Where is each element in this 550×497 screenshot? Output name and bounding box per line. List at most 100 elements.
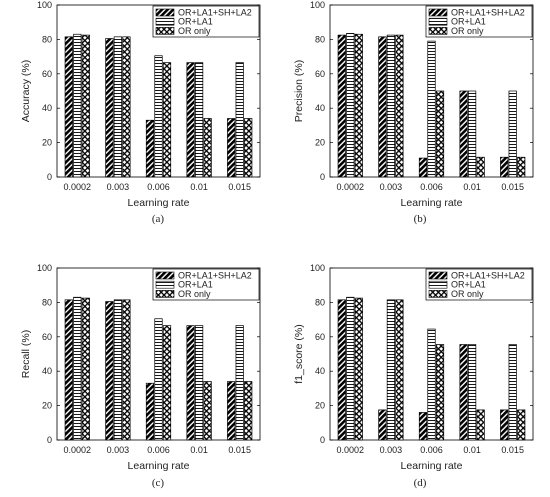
panel-caption: (c) (152, 477, 165, 489)
bar-horizontal-0.01 (195, 325, 204, 441)
bar-horizontal-0.006 (154, 55, 163, 178)
chart-panel: 0 20 40 60 80 100 0.0002 0.003 0.006 0.01 0.015 Lea… (20, 263, 261, 489)
bar-horizontal-0.0002 (73, 33, 82, 178)
chart-panel: 0 20 40 60 80 100 0.0002 0.003 0.006 0.01 0.015 Lea… (293, 263, 534, 489)
bar-horizontal-0.015 (508, 344, 517, 441)
x-tick-label: 0.0002 (64, 182, 92, 192)
y-tick-label: 80 (315, 297, 325, 307)
x-tick-label: 0.015 (501, 445, 524, 455)
bar-crosshatch-0.015 (244, 381, 253, 441)
bar-horizontal-0.006 (427, 40, 436, 178)
bar-diagonal-0.01 (186, 62, 195, 178)
x-tick-label: 0.003 (380, 182, 403, 192)
y-tick-label: 100 (310, 263, 325, 273)
bar-diagonal-0.006 (418, 157, 428, 178)
y-tick-label: 40 (42, 366, 52, 376)
bar-diagonal-0.006 (418, 412, 428, 441)
bar-crosshatch-0.0002 (354, 33, 363, 178)
legend-label: OR only (178, 289, 211, 299)
bar-crosshatch-0.01 (476, 409, 485, 441)
y-tick-label: 80 (42, 297, 52, 307)
y-tick-label: 60 (42, 69, 52, 79)
bar-crosshatch-0.006 (162, 325, 172, 441)
x-tick-label: 0.006 (420, 445, 443, 455)
bar-horizontal-0.01 (195, 62, 204, 178)
x-tick-label: 0.0002 (337, 182, 365, 192)
bar-crosshatch-0.01 (476, 156, 485, 178)
bar-crosshatch-0.003 (395, 299, 404, 441)
bar-diagonal-0.01 (186, 325, 195, 441)
x-tick-label: 0.006 (420, 182, 443, 192)
bar-diagonal-0.015 (227, 118, 236, 178)
bar-horizontal-0.0002 (346, 33, 355, 178)
x-tick-label: 0.0002 (337, 445, 365, 455)
bar-diagonal-0.0002 (337, 34, 346, 178)
x-tick-label: 0.003 (107, 445, 130, 455)
legend-swatch-diagonal (428, 8, 448, 17)
y-tick-label: 80 (42, 34, 52, 44)
legend-swatch-horizontal (428, 17, 448, 26)
bar-horizontal-0.003 (386, 299, 395, 441)
bar-horizontal-0.015 (235, 325, 244, 441)
bar-crosshatch-0.01 (203, 118, 212, 178)
x-axis-label: Learning rate (128, 460, 190, 472)
x-tick-label: 0.015 (228, 445, 251, 455)
legend-label: OR+LA1+SH+LA2 (451, 8, 525, 18)
panel-caption: (a) (152, 213, 165, 225)
y-tick-label: 60 (42, 332, 52, 342)
y-tick-label: 80 (315, 34, 325, 44)
bar-crosshatch-0.0002 (81, 297, 90, 441)
bar-crosshatch-0.015 (244, 118, 253, 178)
x-tick-label: 0.0002 (64, 445, 92, 455)
x-tick-label: 0.01 (463, 182, 481, 192)
bar-horizontal-0.015 (508, 90, 517, 178)
bar-horizontal-0.0002 (346, 296, 355, 441)
legend-label: OR only (178, 26, 211, 36)
legend-swatch-horizontal (428, 280, 448, 289)
panel-caption: (d) (414, 477, 427, 489)
x-tick-label: 0.01 (190, 182, 208, 192)
bar-crosshatch-0.003 (122, 299, 131, 441)
y-tick-label: 20 (315, 401, 325, 411)
legend-swatch-crosshatch (155, 290, 175, 298)
y-axis-label: Precision (%) (293, 60, 305, 122)
legend-label: OR+LA1 (451, 17, 486, 27)
bar-crosshatch-0.003 (122, 36, 131, 178)
chart-panel: 0 20 40 60 80 100 0.0002 0.003 0.006 0.01 0.015 Lea… (293, 0, 534, 225)
bar-crosshatch-0.006 (162, 62, 172, 178)
bar-horizontal-0.01 (468, 344, 477, 441)
bar-diagonal-0.0002 (64, 36, 73, 178)
legend-label: OR+LA1+SH+LA2 (178, 271, 252, 281)
legend-label: OR+LA1+SH+LA2 (178, 8, 252, 18)
x-axis-label: Learning rate (401, 460, 463, 472)
x-tick-label: 0.015 (228, 182, 251, 192)
x-tick-label: 0.01 (190, 445, 208, 455)
bar-horizontal-0.006 (427, 328, 436, 441)
panel-caption: (b) (414, 213, 427, 225)
legend-swatch-crosshatch (155, 27, 175, 35)
bar-diagonal-0.003 (378, 409, 387, 441)
legend-label: OR only (451, 26, 484, 36)
y-tick-label: 0 (320, 435, 325, 445)
bar-crosshatch-0.0002 (81, 34, 90, 178)
y-axis-label: Recall (%) (20, 330, 32, 378)
bar-diagonal-0.015 (227, 381, 236, 441)
bar-diagonal-0.01 (459, 90, 468, 178)
bar-diagonal-0.003 (378, 36, 387, 178)
y-tick-label: 20 (42, 138, 52, 148)
bar-diagonal-0.003 (105, 38, 114, 178)
legend-swatch-horizontal (155, 17, 175, 26)
bar-diagonal-0.003 (105, 301, 114, 441)
bar-crosshatch-0.006 (435, 344, 445, 441)
legend-swatch-crosshatch (428, 290, 448, 298)
bar-diagonal-0.006 (145, 382, 155, 441)
x-tick-label: 0.003 (107, 182, 130, 192)
legend-label: OR only (451, 289, 484, 299)
legend-label: OR+LA1 (451, 280, 486, 290)
bar-crosshatch-0.006 (435, 90, 445, 178)
